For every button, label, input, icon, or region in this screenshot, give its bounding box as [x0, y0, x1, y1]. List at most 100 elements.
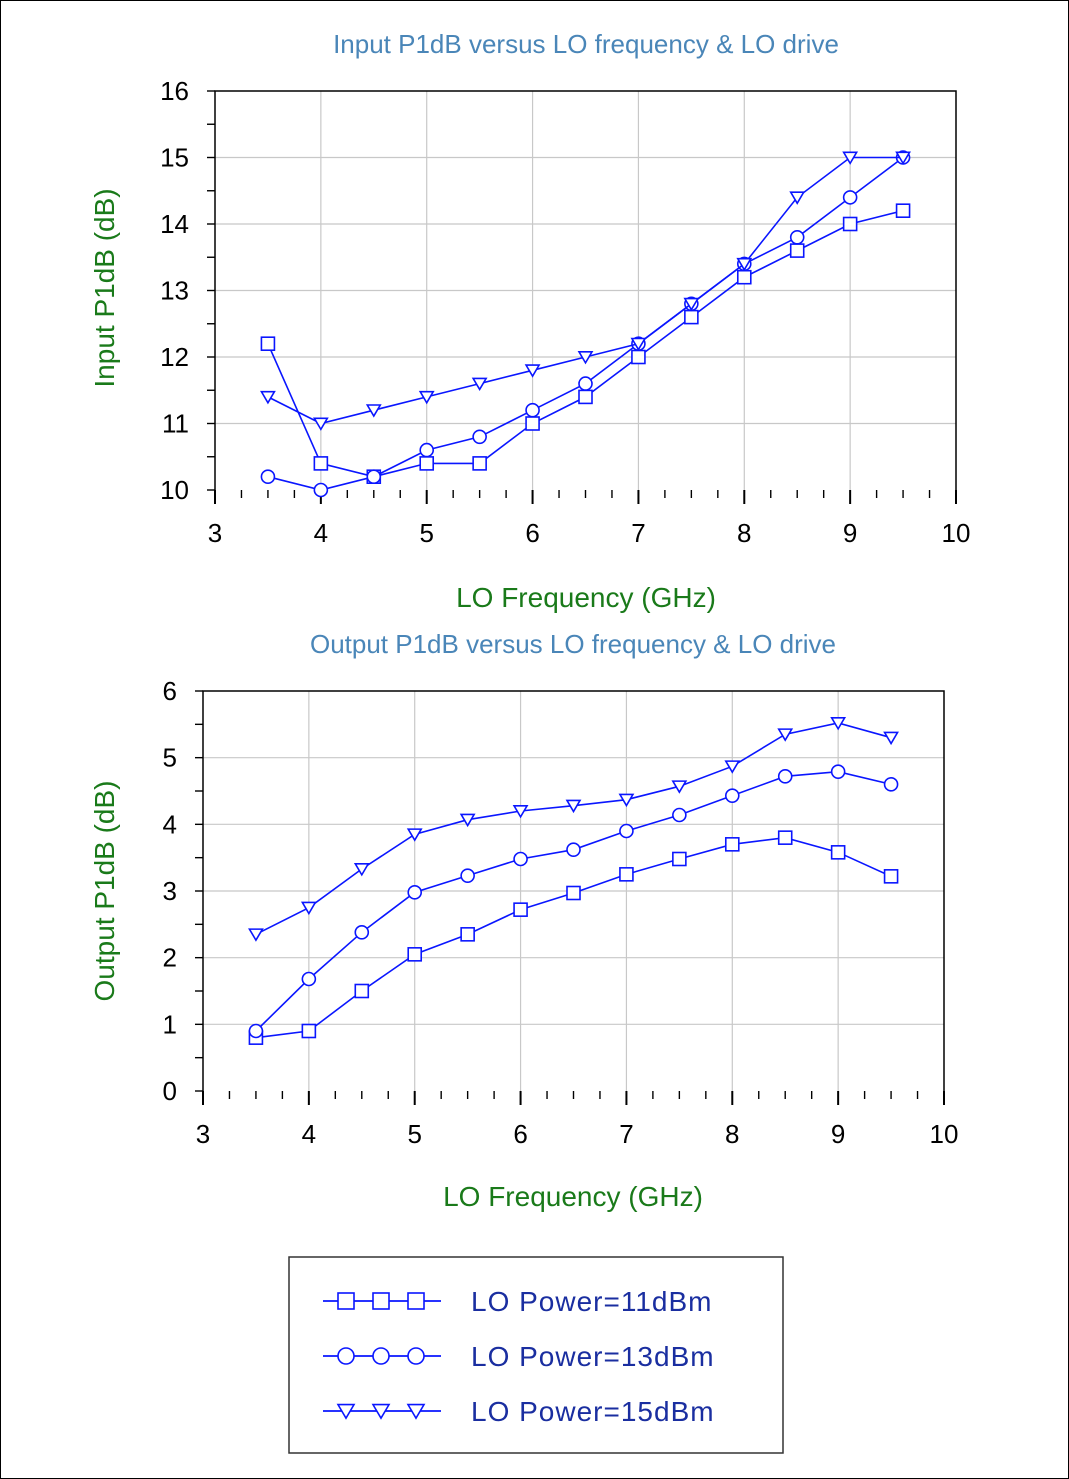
- y-tick-label: 14: [160, 209, 189, 239]
- x-tick-label: 9: [843, 518, 857, 548]
- data-point: [630, 337, 647, 352]
- data-point: [525, 402, 540, 418]
- y-tick-label: 5: [163, 743, 177, 773]
- x-tick-label: 9: [831, 1119, 845, 1149]
- data-point: [353, 862, 370, 877]
- legend-marker: [407, 1292, 425, 1310]
- y-axis-label: Output P1dB (dB): [89, 780, 120, 1001]
- series-line: [255, 722, 892, 936]
- x-tick-label: 7: [631, 518, 645, 548]
- data-point: [578, 376, 593, 391]
- data-point: [684, 309, 699, 325]
- data-point: [736, 257, 753, 272]
- data-point: [672, 851, 687, 867]
- data-point: [777, 769, 793, 784]
- legend-label: LO Power=13dBm: [471, 1341, 715, 1372]
- data-point: [724, 788, 740, 803]
- data-point: [525, 416, 540, 431]
- data-point: [883, 869, 899, 884]
- data-point: [524, 364, 541, 378]
- series-triangle-down: [248, 716, 899, 942]
- data-point: [566, 885, 581, 901]
- x-tick-label: 4: [302, 1119, 316, 1149]
- y-tick-label: 4: [163, 809, 177, 839]
- x-tick-label: 7: [619, 1119, 633, 1149]
- plot-area: 3 4 5 6 7 8 9 10 0 1 2 3 4 5 6: [163, 676, 959, 1149]
- data-point: [471, 377, 488, 392]
- legend-marker: [336, 1403, 356, 1420]
- y-tick-label: 2: [163, 943, 177, 973]
- data-point: [842, 216, 858, 232]
- data-point: [419, 456, 435, 471]
- data-point: [407, 947, 423, 962]
- series-line: [255, 836, 892, 1039]
- y-axis-label: Input P1dB (dB): [89, 188, 120, 387]
- data-point: [895, 151, 911, 165]
- data-point: [312, 417, 329, 431]
- legend-marker: [337, 1292, 355, 1310]
- data-point: [513, 851, 528, 867]
- data-point: [419, 442, 435, 458]
- x-tick-label: 10: [942, 518, 971, 548]
- data-point: [830, 764, 846, 779]
- legend-marker: [371, 1403, 391, 1420]
- y-tick-label: 6: [163, 676, 177, 706]
- x-tick-label: 4: [314, 518, 328, 548]
- data-point: [842, 190, 858, 205]
- x-tick-label: 10: [930, 1119, 959, 1149]
- series-circle: [248, 764, 899, 1039]
- data-point: [895, 203, 911, 218]
- legend-box: [288, 1256, 784, 1454]
- data-point: [565, 799, 582, 814]
- x-tick-label: 3: [196, 1119, 210, 1149]
- x-tick-label: 8: [725, 1119, 739, 1149]
- data-point: [407, 885, 423, 900]
- data-point: [365, 404, 382, 418]
- data-point: [301, 1023, 317, 1039]
- data-point: [577, 350, 594, 365]
- data-point: [883, 731, 899, 746]
- legend-marker: [372, 1347, 390, 1365]
- y-tick-label: 10: [160, 475, 189, 505]
- x-axis-label: LO Frequency (GHz): [456, 582, 716, 613]
- x-tick-label: 5: [419, 518, 433, 548]
- chart-title: Input P1dB versus LO frequency & LO driv…: [333, 29, 839, 59]
- series-circle: [260, 150, 911, 498]
- legend-marker: [337, 1347, 355, 1365]
- series-square: [248, 830, 899, 1045]
- legend-item: LO Power=11dBm: [323, 1286, 712, 1317]
- y-tick-label: 0: [163, 1076, 177, 1106]
- chart-output-p1db: Output P1dB versus LO frequency & LO dri…: [89, 629, 958, 1212]
- legend-marker: [407, 1347, 425, 1365]
- x-tick-label: 8: [737, 518, 751, 548]
- y-tick-label: 1: [163, 1009, 177, 1039]
- legend-item: LO Power=15dBm: [323, 1396, 714, 1427]
- data-point: [460, 868, 475, 883]
- data-point: [248, 928, 264, 942]
- x-tick-label: 3: [208, 518, 222, 548]
- y-tick-label: 13: [160, 276, 189, 306]
- legend-item: LO Power=13dBm: [323, 1341, 715, 1372]
- data-point: [248, 1023, 264, 1039]
- data-point: [301, 971, 317, 987]
- legend: LO Power=11dBm LO Power=13dBm LO Power=15d…: [288, 1256, 784, 1454]
- data-point: [618, 793, 635, 808]
- data-point: [459, 813, 476, 828]
- data-point: [260, 336, 276, 352]
- data-point: [672, 807, 687, 823]
- x-tick-label: 6: [525, 518, 539, 548]
- y-tick-label: 15: [160, 143, 189, 173]
- data-point: [513, 902, 528, 917]
- data-point: [472, 429, 487, 445]
- data-point: [777, 728, 794, 742]
- data-point: [619, 823, 634, 839]
- data-point: [354, 925, 370, 940]
- data-point: [724, 837, 740, 852]
- legend-marker: [406, 1403, 426, 1420]
- data-point: [366, 469, 382, 485]
- data-point: [313, 482, 329, 498]
- x-tick-label: 6: [513, 1119, 527, 1149]
- series-triangle-down: [260, 151, 911, 431]
